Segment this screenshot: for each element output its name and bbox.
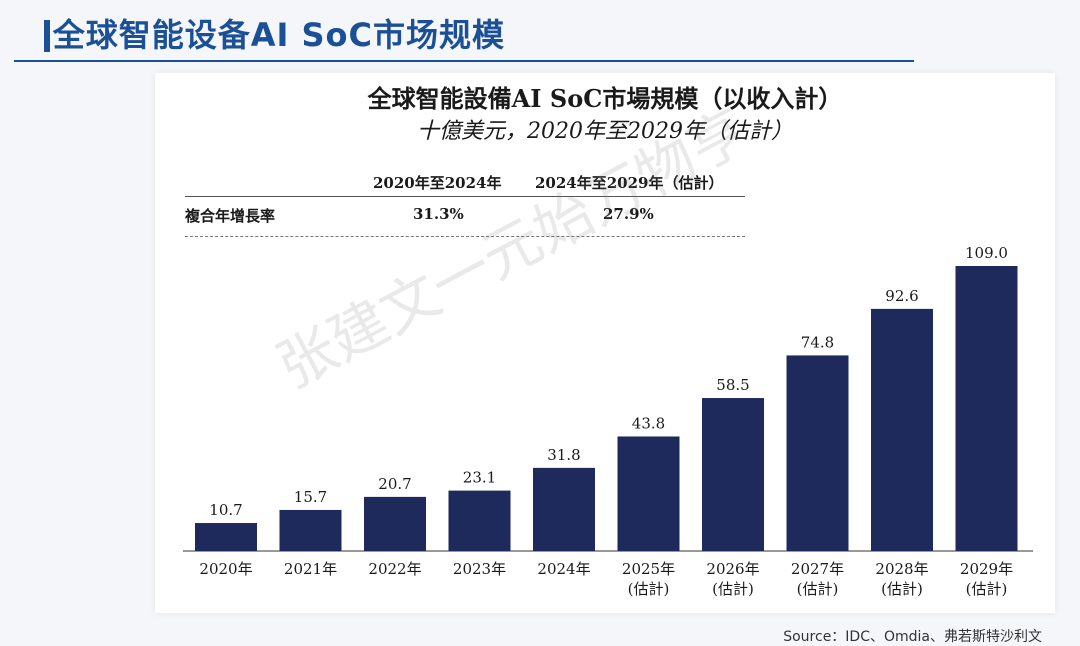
bar-3 (448, 490, 511, 551)
x-tick-label-6: 2026年(估計) (706, 560, 759, 598)
slide-title: |全球智能设备AI SoC市场规模 (52, 16, 506, 54)
bar-4 (533, 467, 595, 551)
cagr-header-period-2: 2024年至2029年（估計） (535, 174, 724, 192)
title-accent-bar (44, 20, 50, 52)
bar-9 (955, 266, 1018, 551)
bar-chart: 10.7 2020年 15.7 2021年 20.7 2022年 23.1 2023年 31.8… (183, 244, 1033, 598)
x-tick-label-5: 2025年(估計) (622, 560, 675, 598)
data-label-6: 58.5 (716, 376, 749, 394)
chart-subtitle: 十億美元，2020年至2029年（估計） (417, 119, 793, 144)
data-label-7: 74.8 (801, 333, 834, 351)
chart-card: 全球智能設備AI SoC市場規模（以收入計） 十億美元，2020年至2029年（… (155, 73, 1055, 613)
x-tick-label-1: 2021年 (284, 560, 337, 578)
data-label-5: 43.8 (632, 414, 665, 432)
x-tick-label-8: 2028年(估計) (875, 560, 928, 598)
data-label-3: 23.1 (463, 469, 496, 487)
bar-1 (279, 509, 342, 551)
x-tick-label-0: 2020年 (199, 560, 252, 578)
bar-8 (871, 308, 933, 551)
bar-5 (617, 436, 680, 551)
x-tick-label-3: 2023年 (453, 560, 506, 578)
x-tick-label-2: 2022年 (368, 560, 421, 578)
cagr-value-period-2: 27.9% (603, 205, 654, 223)
data-label-8: 92.6 (885, 287, 918, 305)
title-underline (14, 60, 914, 62)
bar-2 (364, 496, 426, 551)
cagr-divider (185, 196, 745, 197)
data-label-1: 15.7 (294, 488, 327, 506)
chart-title: 全球智能設備AI SoC市場規模（以收入計） (367, 84, 843, 113)
x-tick-label-7: 2027年(估計) (791, 560, 844, 598)
bar-7 (786, 355, 849, 551)
data-label-4: 31.8 (547, 446, 580, 464)
source-note: Source：IDC、Omdia、弗若斯特沙利文 (783, 629, 1042, 645)
data-label-2: 20.7 (378, 475, 411, 493)
data-label-0: 10.7 (209, 501, 242, 519)
cagr-header-period-1: 2020年至2024年 (373, 174, 502, 192)
cagr-dashed-divider (185, 236, 745, 237)
bar-6 (702, 398, 764, 551)
bar-0 (195, 523, 257, 551)
cagr-row-label: 複合年增長率 (185, 207, 276, 225)
data-label-9: 109.0 (965, 244, 1008, 262)
x-tick-label-4: 2024年 (537, 560, 590, 578)
x-tick-label-9: 2029年(估計) (960, 560, 1013, 598)
bars-layer: 10.7 2020年 15.7 2021年 20.7 2022年 23.1 2023年 31.8… (183, 244, 1033, 598)
cagr-value-period-1: 31.3% (413, 205, 464, 223)
